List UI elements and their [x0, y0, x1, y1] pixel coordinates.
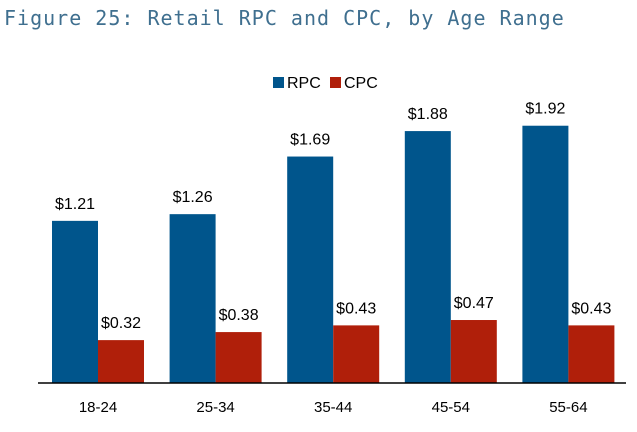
x-tick-label: 18-24	[79, 399, 117, 416]
x-tick-label: 55-64	[549, 399, 587, 416]
bar-rpc-35-44	[287, 156, 334, 383]
bar-rpc-25-34	[169, 214, 216, 383]
legend-swatch-cpc	[330, 77, 341, 88]
data-label-cpc-25-34: $0.38	[219, 307, 259, 324]
data-label-rpc-55-64: $1.92	[525, 101, 565, 118]
data-label-rpc-18-24: $1.21	[55, 196, 95, 213]
data-label-rpc-25-34: $1.26	[173, 189, 213, 206]
bar-cpc-25-34	[215, 332, 262, 383]
bar-rpc-18-24	[52, 220, 98, 383]
data-label-cpc-55-64: $0.43	[571, 300, 611, 317]
chart-legend: RPC CPC	[273, 75, 378, 92]
x-tick-label: 35-44	[314, 399, 352, 416]
bar-rpc-45-54	[404, 131, 451, 383]
legend-label-rpc: RPC	[287, 75, 321, 92]
bar-rpc-55-64	[522, 125, 569, 383]
data-label-cpc-18-24: $0.32	[101, 315, 141, 332]
data-label-rpc-45-54: $1.88	[408, 106, 448, 123]
legend-label-cpc: CPC	[344, 75, 378, 92]
x-tick-label: 25-34	[196, 399, 234, 416]
chart-data-labels: $1.21 $0.32 $1.26 $0.38 $1.69 $0.43 $1.88 $0.47…	[55, 101, 612, 332]
chart-bars	[52, 125, 615, 383]
data-label-cpc-45-54: $0.47	[454, 295, 494, 312]
legend-swatch-rpc	[273, 77, 284, 88]
figure-title: Figure 25: Retail RPC and CPC, by Age Ra…	[4, 6, 565, 30]
data-label-rpc-35-44: $1.69	[290, 132, 330, 149]
data-label-cpc-35-44: $0.43	[336, 300, 376, 317]
x-axis-ticks: 18-24 25-34 35-44 45-54 55-64	[79, 399, 588, 416]
bar-cpc-45-54	[450, 320, 497, 383]
bar-cpc-18-24	[98, 340, 144, 383]
bar-cpc-55-64	[568, 325, 615, 383]
x-tick-label: 45-54	[432, 399, 470, 416]
bar-cpc-35-44	[333, 325, 380, 383]
